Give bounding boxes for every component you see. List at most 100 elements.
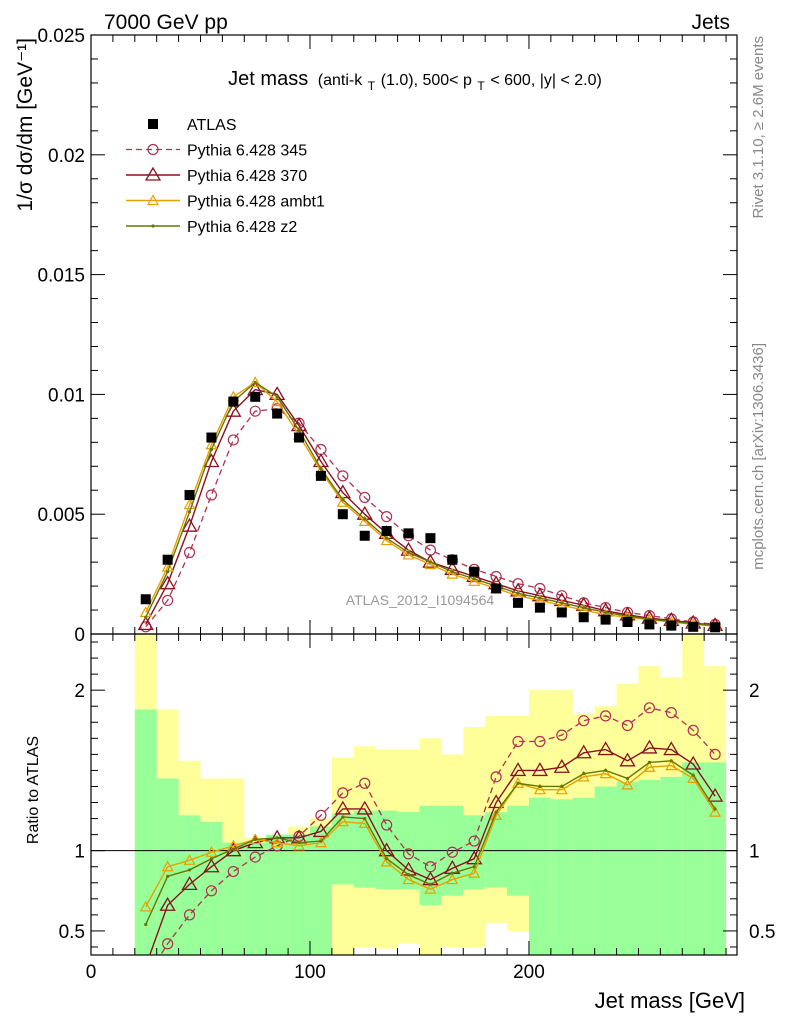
ratio-point-ambt1 — [511, 777, 525, 788]
band-inner-bin — [266, 834, 289, 955]
main-point-z2 — [472, 577, 476, 581]
ratio-point-z2 — [144, 922, 148, 927]
main-y-tick-label: 0 — [74, 625, 85, 646]
main-point-p345 — [490, 570, 502, 583]
ratio-point-ambt1 — [183, 854, 196, 865]
band-inner-bin — [682, 762, 705, 955]
ratio-y-tick-label-left: 0.5 — [59, 922, 85, 943]
ratio-point-ambt1 — [621, 778, 634, 790]
ratio-point-p345 — [337, 787, 349, 799]
ratio-point-z2 — [406, 873, 411, 877]
band-inner-bin — [572, 797, 595, 955]
ratio-point-z2 — [253, 837, 257, 842]
atlas-data-point — [359, 530, 370, 541]
atlas-data-point — [556, 607, 567, 618]
atlas-data-point — [513, 597, 524, 608]
ratio-point-ambt1 — [709, 805, 722, 817]
ratio-point-ambt1 — [555, 783, 568, 795]
ratio-point-p345 — [556, 729, 568, 741]
main-point-ambt1 — [468, 575, 481, 586]
atlas-data-point — [140, 594, 151, 605]
title-end: < 600, |y| < 2.0) — [490, 72, 602, 89]
main-point-z2 — [428, 560, 433, 564]
ratio-y-tick-label-right: 2 — [749, 681, 760, 702]
ratio-point-p370 — [641, 739, 658, 754]
atlas-data-point — [184, 490, 195, 501]
main-point-ambt1 — [446, 567, 459, 579]
ratio-point-p345 — [490, 771, 502, 783]
ratio-point-p345 — [600, 710, 612, 722]
x-tick-label: 0 — [86, 962, 97, 983]
title-sub-t2: T — [477, 79, 485, 93]
atlas-data-point — [250, 391, 261, 402]
ratio-point-p370 — [203, 858, 220, 873]
ratio-point-p345 — [205, 885, 218, 897]
ratio-point-p345 — [402, 848, 415, 860]
atlas-data-point — [600, 614, 611, 625]
band-inner-bin — [134, 709, 157, 955]
ratio-point-z2 — [428, 882, 433, 886]
ratio-point-ambt1 — [446, 873, 459, 885]
atlas-data-point — [272, 408, 283, 419]
band-inner-bin — [331, 813, 354, 885]
ratio-point-ambt1 — [314, 836, 327, 848]
ratio-point-z2 — [538, 784, 542, 789]
band-inner-bin — [660, 776, 683, 955]
ratio-line-p370 — [149, 747, 716, 955]
main-point-p345 — [315, 443, 327, 456]
ratio-point-z2 — [297, 841, 301, 845]
ratio-point-p345 — [315, 809, 327, 821]
atlas-data-point — [294, 432, 305, 443]
main-point-z2 — [319, 467, 323, 471]
atlas-data-point — [206, 432, 217, 443]
band-inner-bin — [309, 826, 332, 955]
ratio-point-z2 — [713, 807, 717, 811]
ratio-point-z2 — [209, 857, 214, 861]
ratio-point-ambt1 — [293, 839, 306, 851]
band-inner-bin — [616, 781, 639, 955]
main-point-p370 — [181, 517, 198, 532]
ratio-point-p345 — [643, 702, 656, 714]
main-point-ambt1 — [249, 376, 262, 388]
legend-label-atlas: ATLAS — [187, 117, 237, 134]
main-point-p345 — [359, 491, 371, 504]
ratio-point-z2 — [385, 857, 389, 861]
axes-and-ticks: 0 0.005 0.01 0.015 0.02 0.025 0 100 200 0.5 0.5 1 1 2… — [37, 26, 775, 983]
main-point-p345 — [183, 546, 196, 559]
band-inner-bin — [244, 842, 267, 955]
ratio-point-p345 — [359, 777, 371, 789]
ratio-plot-frame — [90, 633, 738, 956]
main-point-z2 — [341, 498, 345, 502]
legend-marker-z2 — [151, 224, 155, 228]
ratio-point-z2 — [494, 810, 498, 814]
ratio-point-ambt1 — [161, 860, 174, 872]
ratio-point-ambt1 — [139, 900, 152, 912]
ratio-point-p345 — [621, 719, 634, 732]
main-point-p370 — [137, 616, 154, 631]
ratio-point-z2 — [187, 868, 192, 872]
ratio-point-p370 — [181, 876, 198, 891]
ratio-point-z2 — [275, 836, 279, 840]
legend: ATLAS Pythia 6.428 345 Pythia 6.428 370 Pyt… — [126, 117, 325, 236]
ratio-line-ambt1 — [145, 764, 716, 908]
legend-marker-ambt1 — [146, 194, 160, 206]
main-point-z2 — [385, 536, 389, 540]
header-left: 7000 GeV pp — [104, 11, 228, 34]
atlas-data-point — [381, 525, 392, 536]
main-line-p345 — [145, 408, 716, 628]
band-inner-bin — [222, 842, 245, 955]
legend-marker-atlas — [148, 119, 158, 129]
ratio-point-p345 — [162, 938, 174, 950]
ratio-point-p370 — [487, 794, 505, 809]
atlas-data-point — [534, 602, 545, 613]
ratio-point-p345 — [709, 748, 721, 760]
main-point-p345 — [381, 510, 393, 523]
ratio-point-ambt1 — [205, 846, 218, 857]
ratio-point-p345 — [446, 846, 458, 858]
label-layer: 7000 GeV pp Jets ATLAS_2012_I1094564 Jet… — [14, 11, 767, 1013]
ratio-point-z2 — [604, 768, 608, 773]
main-point-z2 — [275, 395, 279, 399]
main-line-z2 — [145, 381, 716, 627]
atlas-data-point — [447, 554, 458, 565]
